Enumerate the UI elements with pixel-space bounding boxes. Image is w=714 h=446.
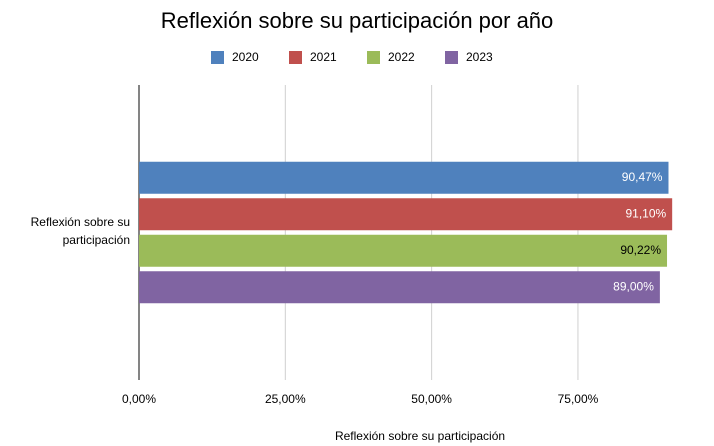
legend-label: 2023 xyxy=(466,50,493,64)
value-label: 90,47% xyxy=(622,170,663,184)
legend-label: 2021 xyxy=(310,50,337,64)
value-label: 90,22% xyxy=(620,243,661,257)
chart-title: Reflexión sobre su participación por año xyxy=(161,8,554,33)
legend-label: 2022 xyxy=(388,50,415,64)
legend-swatch xyxy=(289,51,302,64)
value-label: 91,10% xyxy=(625,206,666,220)
bar xyxy=(139,234,668,267)
bar xyxy=(139,198,673,231)
x-tick-label: 25,00% xyxy=(265,392,306,406)
y-tick-label: Reflexión sobre su participación xyxy=(30,214,130,247)
legend-swatch xyxy=(445,51,458,64)
bar xyxy=(139,271,660,304)
x-tick-label: 75,00% xyxy=(558,392,599,406)
value-label: 89,00% xyxy=(613,279,654,293)
x-axis-title: Reflexión sobre su participación xyxy=(335,429,505,443)
x-tick-label: 50,00% xyxy=(411,392,452,406)
x-tick-label: 0,00% xyxy=(122,392,156,406)
legend-swatch xyxy=(367,51,380,64)
legend-label: 2020 xyxy=(232,50,259,64)
legend-swatch xyxy=(211,51,224,64)
bar xyxy=(139,161,669,194)
